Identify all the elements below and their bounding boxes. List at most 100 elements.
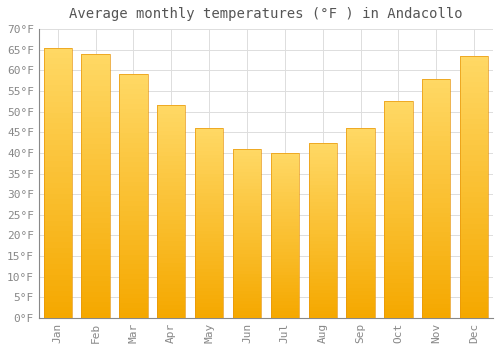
Bar <box>233 244 261 247</box>
Bar <box>346 291 375 295</box>
Bar <box>82 260 110 265</box>
Bar <box>422 198 450 203</box>
Bar <box>195 219 224 223</box>
Title: Average monthly temperatures (°F ) in Andacollo: Average monthly temperatures (°F ) in An… <box>69 7 462 21</box>
Bar <box>82 276 110 281</box>
Bar <box>422 179 450 184</box>
Bar <box>157 182 186 186</box>
Bar <box>195 253 224 257</box>
Bar <box>119 294 148 299</box>
Bar <box>233 193 261 196</box>
Bar <box>119 108 148 113</box>
Bar <box>270 262 299 265</box>
Bar <box>308 269 337 272</box>
Bar <box>384 127 412 132</box>
Bar <box>270 236 299 239</box>
Bar <box>460 276 488 281</box>
Bar <box>460 56 488 318</box>
Bar <box>460 213 488 218</box>
Bar <box>460 297 488 302</box>
Bar <box>270 312 299 315</box>
Bar <box>308 195 337 199</box>
Bar <box>157 263 186 267</box>
Bar <box>384 214 412 218</box>
Bar <box>82 59 110 64</box>
Bar <box>44 286 72 291</box>
Bar <box>195 216 224 219</box>
Bar <box>270 308 299 312</box>
Bar <box>422 165 450 169</box>
Bar <box>422 294 450 299</box>
Bar <box>270 272 299 275</box>
Bar <box>119 264 148 269</box>
Bar <box>270 245 299 248</box>
Bar <box>119 104 148 108</box>
Bar <box>157 161 186 165</box>
Bar <box>233 281 261 284</box>
Bar <box>233 271 261 274</box>
Bar <box>44 188 72 194</box>
Bar <box>119 162 148 167</box>
Bar <box>270 225 299 229</box>
Bar <box>384 210 412 214</box>
Bar <box>82 307 110 313</box>
Bar <box>384 261 412 266</box>
Bar <box>384 101 412 106</box>
Bar <box>233 308 261 311</box>
Bar <box>119 245 148 250</box>
Bar <box>308 304 337 307</box>
Bar <box>422 232 450 237</box>
Bar <box>308 272 337 276</box>
Bar <box>384 106 412 110</box>
Bar <box>195 272 224 276</box>
Bar <box>44 85 72 91</box>
Bar <box>422 203 450 208</box>
Bar <box>44 91 72 96</box>
Bar <box>346 303 375 307</box>
Bar <box>346 242 375 246</box>
Bar <box>346 159 375 162</box>
Bar <box>422 155 450 160</box>
Bar <box>422 275 450 280</box>
Bar <box>346 128 375 132</box>
Bar <box>384 201 412 205</box>
Bar <box>233 176 261 179</box>
Bar <box>308 209 337 213</box>
Bar <box>460 140 488 145</box>
Bar <box>346 288 375 291</box>
Bar <box>346 219 375 223</box>
Bar <box>157 208 186 212</box>
Bar <box>460 260 488 266</box>
Bar <box>422 217 450 222</box>
Bar <box>460 187 488 192</box>
Bar <box>422 194 450 198</box>
Bar <box>119 216 148 220</box>
Bar <box>384 175 412 179</box>
Bar <box>119 128 148 133</box>
Bar <box>82 181 110 186</box>
Bar <box>195 295 224 299</box>
Bar <box>422 270 450 275</box>
Bar <box>157 127 186 131</box>
Bar <box>308 265 337 269</box>
Bar <box>346 307 375 310</box>
Bar <box>308 237 337 241</box>
Bar <box>82 133 110 138</box>
Bar <box>422 169 450 174</box>
Bar <box>308 142 337 146</box>
Bar <box>270 305 299 308</box>
Bar <box>157 297 186 301</box>
Bar <box>346 310 375 314</box>
Bar <box>157 271 186 275</box>
Bar <box>44 80 72 85</box>
Bar <box>270 189 299 193</box>
Bar <box>384 270 412 275</box>
Bar <box>44 118 72 123</box>
Bar <box>157 224 186 229</box>
Bar <box>346 246 375 250</box>
Bar <box>44 145 72 150</box>
Bar <box>346 234 375 238</box>
Bar <box>460 287 488 292</box>
Bar <box>119 75 148 318</box>
Bar <box>233 213 261 216</box>
